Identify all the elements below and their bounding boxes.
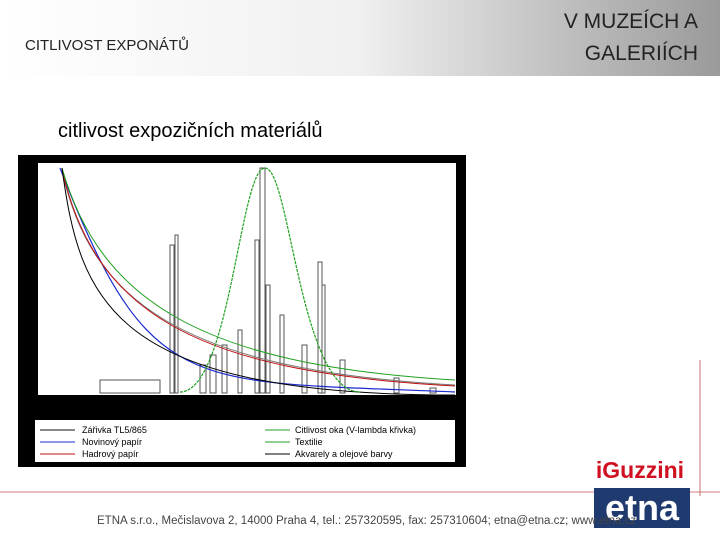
logo-etna: etna <box>605 487 680 528</box>
logo-etna-bg <box>594 488 690 528</box>
curve-newspaper <box>61 169 456 386</box>
legend-label: Akvarely a olejové barvy <box>295 449 393 459</box>
subtitle: citlivost expozičních materiálů <box>58 120 323 142</box>
header-left-title: CITLIVOST EXPONÁTŮ <box>25 36 189 54</box>
legend-label: Citlivost oka (V-lambda křivka) <box>295 425 416 435</box>
curve-rag-paper <box>61 169 456 387</box>
header-right-title: V MUZEÍCH A <box>564 10 698 33</box>
legend-label: Textilie <box>295 437 323 447</box>
curve-water-colours <box>59 167 456 393</box>
curve-v-lambda <box>179 167 361 393</box>
curve-textile <box>61 167 456 381</box>
footer: ETNA s.r.o., Mečislavova 2, 14000 Praha … <box>97 515 636 527</box>
legend-label: Novinový papír <box>82 437 142 447</box>
header-band <box>0 0 720 76</box>
plot-area <box>38 163 456 395</box>
legend-label: Zářivka TL5/865 <box>82 425 147 435</box>
logo-iguzzini: iGuzzini <box>596 457 684 483</box>
lamp-spectrum <box>99 167 437 394</box>
curve-black <box>61 167 456 396</box>
chart-image: Zářivka TL5/865 Novinový papír Hadrový p… <box>18 155 466 467</box>
header-right-title: GALERIÍCH <box>585 42 698 65</box>
legend-box <box>35 420 455 462</box>
legend-label: Hadrový papír <box>82 449 139 459</box>
